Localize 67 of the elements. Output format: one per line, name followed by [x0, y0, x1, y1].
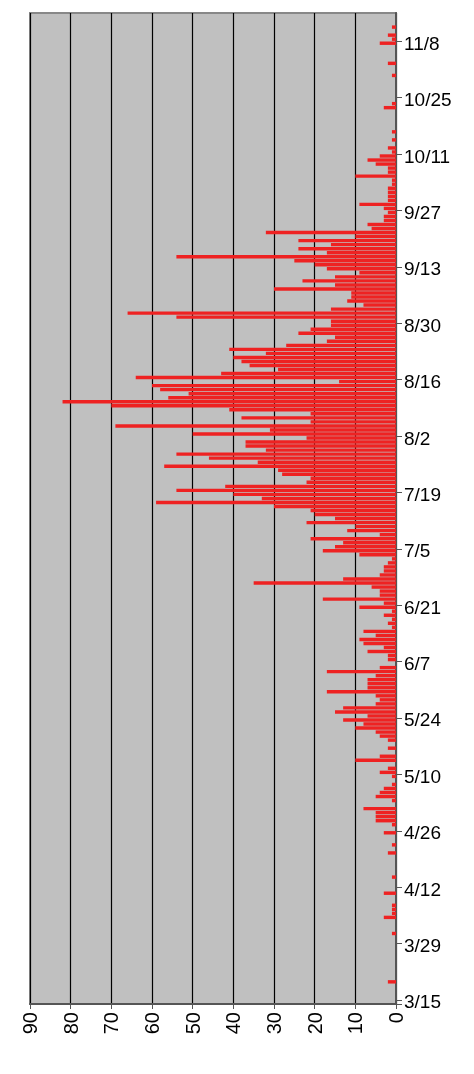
y-tick-label: 10/25	[404, 89, 452, 111]
y-tick-label: 5/10	[404, 765, 441, 787]
x-tick-label: 70	[100, 1012, 123, 1035]
y-tick-label: 11/8	[404, 32, 440, 54]
bar	[387, 561, 396, 565]
bar	[355, 726, 396, 730]
bar	[383, 831, 396, 835]
bar	[322, 597, 396, 601]
bar	[326, 690, 396, 694]
bar	[379, 734, 396, 738]
y-tick-label: 8/2	[404, 427, 431, 449]
x-tick-label: 60	[141, 1012, 163, 1035]
y-tick-label: 7/19	[404, 483, 441, 505]
bar	[302, 279, 396, 283]
bar	[387, 146, 396, 150]
bar	[391, 875, 396, 879]
y-tick-label: 7/5	[404, 540, 431, 562]
bar	[347, 299, 396, 303]
x-tick-label: 90	[19, 1012, 41, 1035]
bar	[387, 980, 396, 984]
x-tick-label: 50	[181, 1012, 204, 1035]
bar	[391, 843, 396, 847]
y-tick-label: 4/26	[404, 822, 441, 844]
bar	[164, 464, 396, 468]
bar	[383, 569, 396, 573]
y-tick-label: 9/13	[404, 258, 441, 280]
bar	[359, 605, 396, 609]
bar	[387, 33, 396, 37]
bar	[274, 287, 396, 291]
y-tick-label: 6/21	[404, 596, 441, 618]
x-tick-label: 30	[263, 1012, 285, 1035]
bar	[192, 432, 396, 436]
bar	[391, 130, 396, 134]
bar	[391, 182, 396, 186]
bar	[355, 174, 396, 178]
x-tick-label: 80	[59, 1012, 82, 1035]
x-tick-label: 20	[303, 1012, 326, 1035]
bar	[351, 295, 396, 299]
y-tick-label: 5/24	[404, 709, 442, 731]
y-tick-label: 8/30	[404, 314, 441, 336]
bar	[383, 565, 396, 569]
bar	[379, 698, 396, 702]
bar	[322, 549, 396, 553]
y-tick-label: 6/7	[404, 653, 431, 675]
x-tick-label: 40	[222, 1012, 245, 1035]
bar	[387, 746, 396, 750]
x-tick-label: 10	[344, 1012, 367, 1035]
bar	[335, 710, 396, 714]
bar	[245, 444, 396, 448]
bar	[253, 581, 396, 585]
bar	[387, 851, 396, 855]
y-tick-label: 9/27	[404, 201, 441, 223]
bar	[127, 311, 396, 315]
x-tick-label: 0	[385, 1012, 407, 1024]
bar	[245, 440, 396, 444]
bar	[391, 138, 396, 142]
bar	[343, 718, 396, 722]
y-tick-label: 8/16	[404, 371, 441, 393]
bar	[115, 424, 396, 428]
bar	[241, 416, 396, 420]
y-tick-label: 3/15	[404, 991, 441, 1013]
bar	[176, 452, 396, 456]
y-tick-label: 4/12	[404, 878, 441, 900]
bar	[367, 158, 396, 162]
y-tick-label: 3/29	[404, 935, 441, 957]
bar	[391, 25, 396, 29]
y-tick-label: 10/11	[404, 145, 451, 167]
